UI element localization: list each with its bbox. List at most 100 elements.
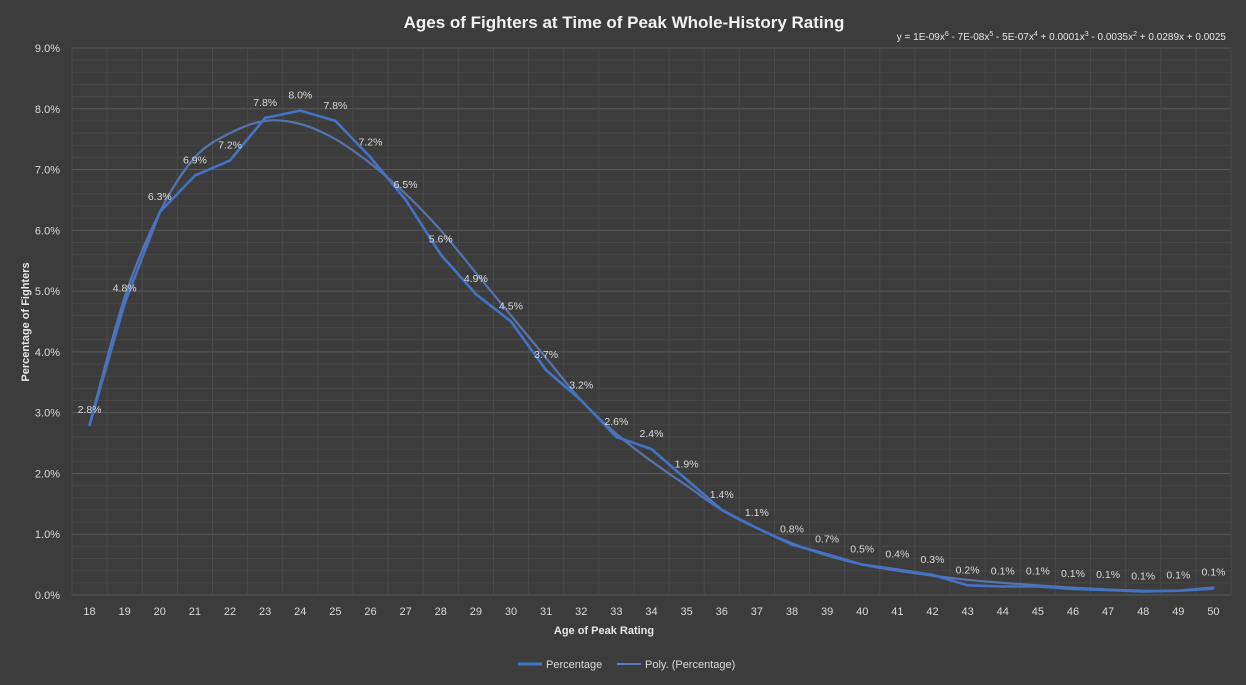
data-label: 7.8% xyxy=(323,100,347,112)
data-point xyxy=(615,435,618,439)
x-tick-label: 41 xyxy=(891,606,903,618)
x-tick-label: 36 xyxy=(716,606,728,618)
data-point xyxy=(123,301,126,305)
data-label: 2.6% xyxy=(604,416,628,428)
x-tick-label: 25 xyxy=(329,606,341,618)
data-label: 0.1% xyxy=(991,565,1015,577)
x-tick-label: 20 xyxy=(154,606,166,618)
y-tick-label: 4.0% xyxy=(35,347,60,359)
x-tick-label: 29 xyxy=(470,606,482,618)
legend-label-poly: Poly. (Percentage) xyxy=(645,659,735,671)
data-point xyxy=(509,320,513,323)
data-label: 0.1% xyxy=(1061,568,1085,580)
data-point xyxy=(650,447,653,451)
data-point xyxy=(860,563,864,566)
data-point xyxy=(896,568,899,571)
series-line-percentage xyxy=(88,109,1215,593)
gridlines xyxy=(71,47,1232,596)
data-point xyxy=(966,583,969,587)
data-point xyxy=(193,174,197,177)
data-point xyxy=(369,156,372,159)
data-point xyxy=(931,573,934,577)
x-tick-label: 46 xyxy=(1067,606,1079,618)
data-label: 4.9% xyxy=(464,273,488,285)
data-point xyxy=(755,526,759,530)
data-label: 0.2% xyxy=(956,564,980,576)
y-tick-label: 5.0% xyxy=(35,286,60,298)
y-tick-label: 9.0% xyxy=(35,43,60,55)
data-label: 6.5% xyxy=(394,179,418,191)
x-tick-label: 31 xyxy=(540,606,552,618)
data-point xyxy=(579,399,583,402)
x-tick-label: 35 xyxy=(680,606,692,618)
data-point xyxy=(1001,585,1005,588)
x-tick-label: 37 xyxy=(751,606,763,618)
chart-title: Ages of Fighters at Time of Peak Whole-H… xyxy=(404,13,845,32)
data-label: 0.4% xyxy=(885,548,909,560)
data-label: 0.1% xyxy=(1166,570,1190,582)
data-labels: 2.8% 4.8% 6.3% 6.9% 7.2% 7.8% 8.0% 7.8% 7.2% 6.5%… xyxy=(78,90,1226,583)
data-point xyxy=(404,198,407,202)
x-axis-title: Age of Peak Rating xyxy=(554,625,654,637)
data-point xyxy=(334,119,337,123)
x-tick-label: 21 xyxy=(189,606,201,618)
x-tick-label: 38 xyxy=(786,606,798,618)
data-label: 8.0% xyxy=(288,90,312,102)
series-line-poly-trendline xyxy=(88,119,1214,592)
data-point xyxy=(298,109,302,112)
x-tick-label: 27 xyxy=(400,606,412,618)
data-point xyxy=(1106,588,1110,592)
x-tick-label: 24 xyxy=(294,606,306,618)
x-tick-label: 42 xyxy=(926,606,938,618)
x-tick-label: 39 xyxy=(821,606,833,618)
data-point xyxy=(544,368,548,372)
data-point xyxy=(263,116,267,120)
data-label: 0.5% xyxy=(850,544,874,556)
legend-label-percentage: Percentage xyxy=(546,659,602,671)
x-tick-label: 32 xyxy=(575,606,587,618)
x-tick-label: 18 xyxy=(83,606,95,618)
y-axis-title: Percentage of Fighters xyxy=(20,262,32,381)
y-tick-label: 3.0% xyxy=(35,408,60,420)
data-label: 4.8% xyxy=(113,282,137,294)
data-point xyxy=(439,253,443,256)
x-tick-label: 44 xyxy=(997,606,1009,618)
data-label: 3.2% xyxy=(569,380,593,392)
data-label: 2.8% xyxy=(78,404,102,416)
data-point xyxy=(158,210,162,214)
x-tick-label: 28 xyxy=(435,606,447,618)
data-label: 0.1% xyxy=(1131,570,1155,582)
x-tick-label: 45 xyxy=(1032,606,1044,618)
x-tick-label: 22 xyxy=(224,606,236,618)
y-tick-label: 8.0% xyxy=(35,104,60,116)
x-tick-label: 30 xyxy=(505,606,517,618)
data-label: 6.9% xyxy=(183,155,207,167)
data-point xyxy=(720,508,724,512)
data-point xyxy=(1212,586,1215,590)
x-tick-label: 43 xyxy=(961,606,973,618)
y-tick-label: 7.0% xyxy=(35,165,60,177)
data-point xyxy=(685,478,688,481)
data-point xyxy=(88,423,91,427)
y-axis-ticks: 0.0% 1.0% 2.0% 3.0% 4.0% 5.0% 6.0% 7.0% 8.0% 9.0% xyxy=(35,43,60,602)
data-label: 4.5% xyxy=(499,301,523,313)
y-tick-label: 0.0% xyxy=(35,590,60,602)
x-tick-label: 50 xyxy=(1207,606,1219,618)
x-tick-label: 26 xyxy=(364,606,376,618)
data-label: 7.2% xyxy=(218,139,242,151)
data-label: 6.3% xyxy=(148,191,172,203)
data-point xyxy=(1036,585,1040,588)
data-point xyxy=(228,159,232,162)
data-label: 0.1% xyxy=(1201,567,1225,579)
data-label: 0.7% xyxy=(815,533,839,545)
x-tick-label: 19 xyxy=(119,606,131,618)
x-tick-label: 40 xyxy=(856,606,868,618)
x-tick-label: 34 xyxy=(645,606,657,618)
data-label: 1.9% xyxy=(675,459,699,471)
series xyxy=(88,109,1215,593)
data-label: 0.8% xyxy=(780,524,804,536)
data-label: 7.2% xyxy=(359,136,383,148)
data-point xyxy=(474,292,478,296)
x-tick-label: 33 xyxy=(610,606,622,618)
